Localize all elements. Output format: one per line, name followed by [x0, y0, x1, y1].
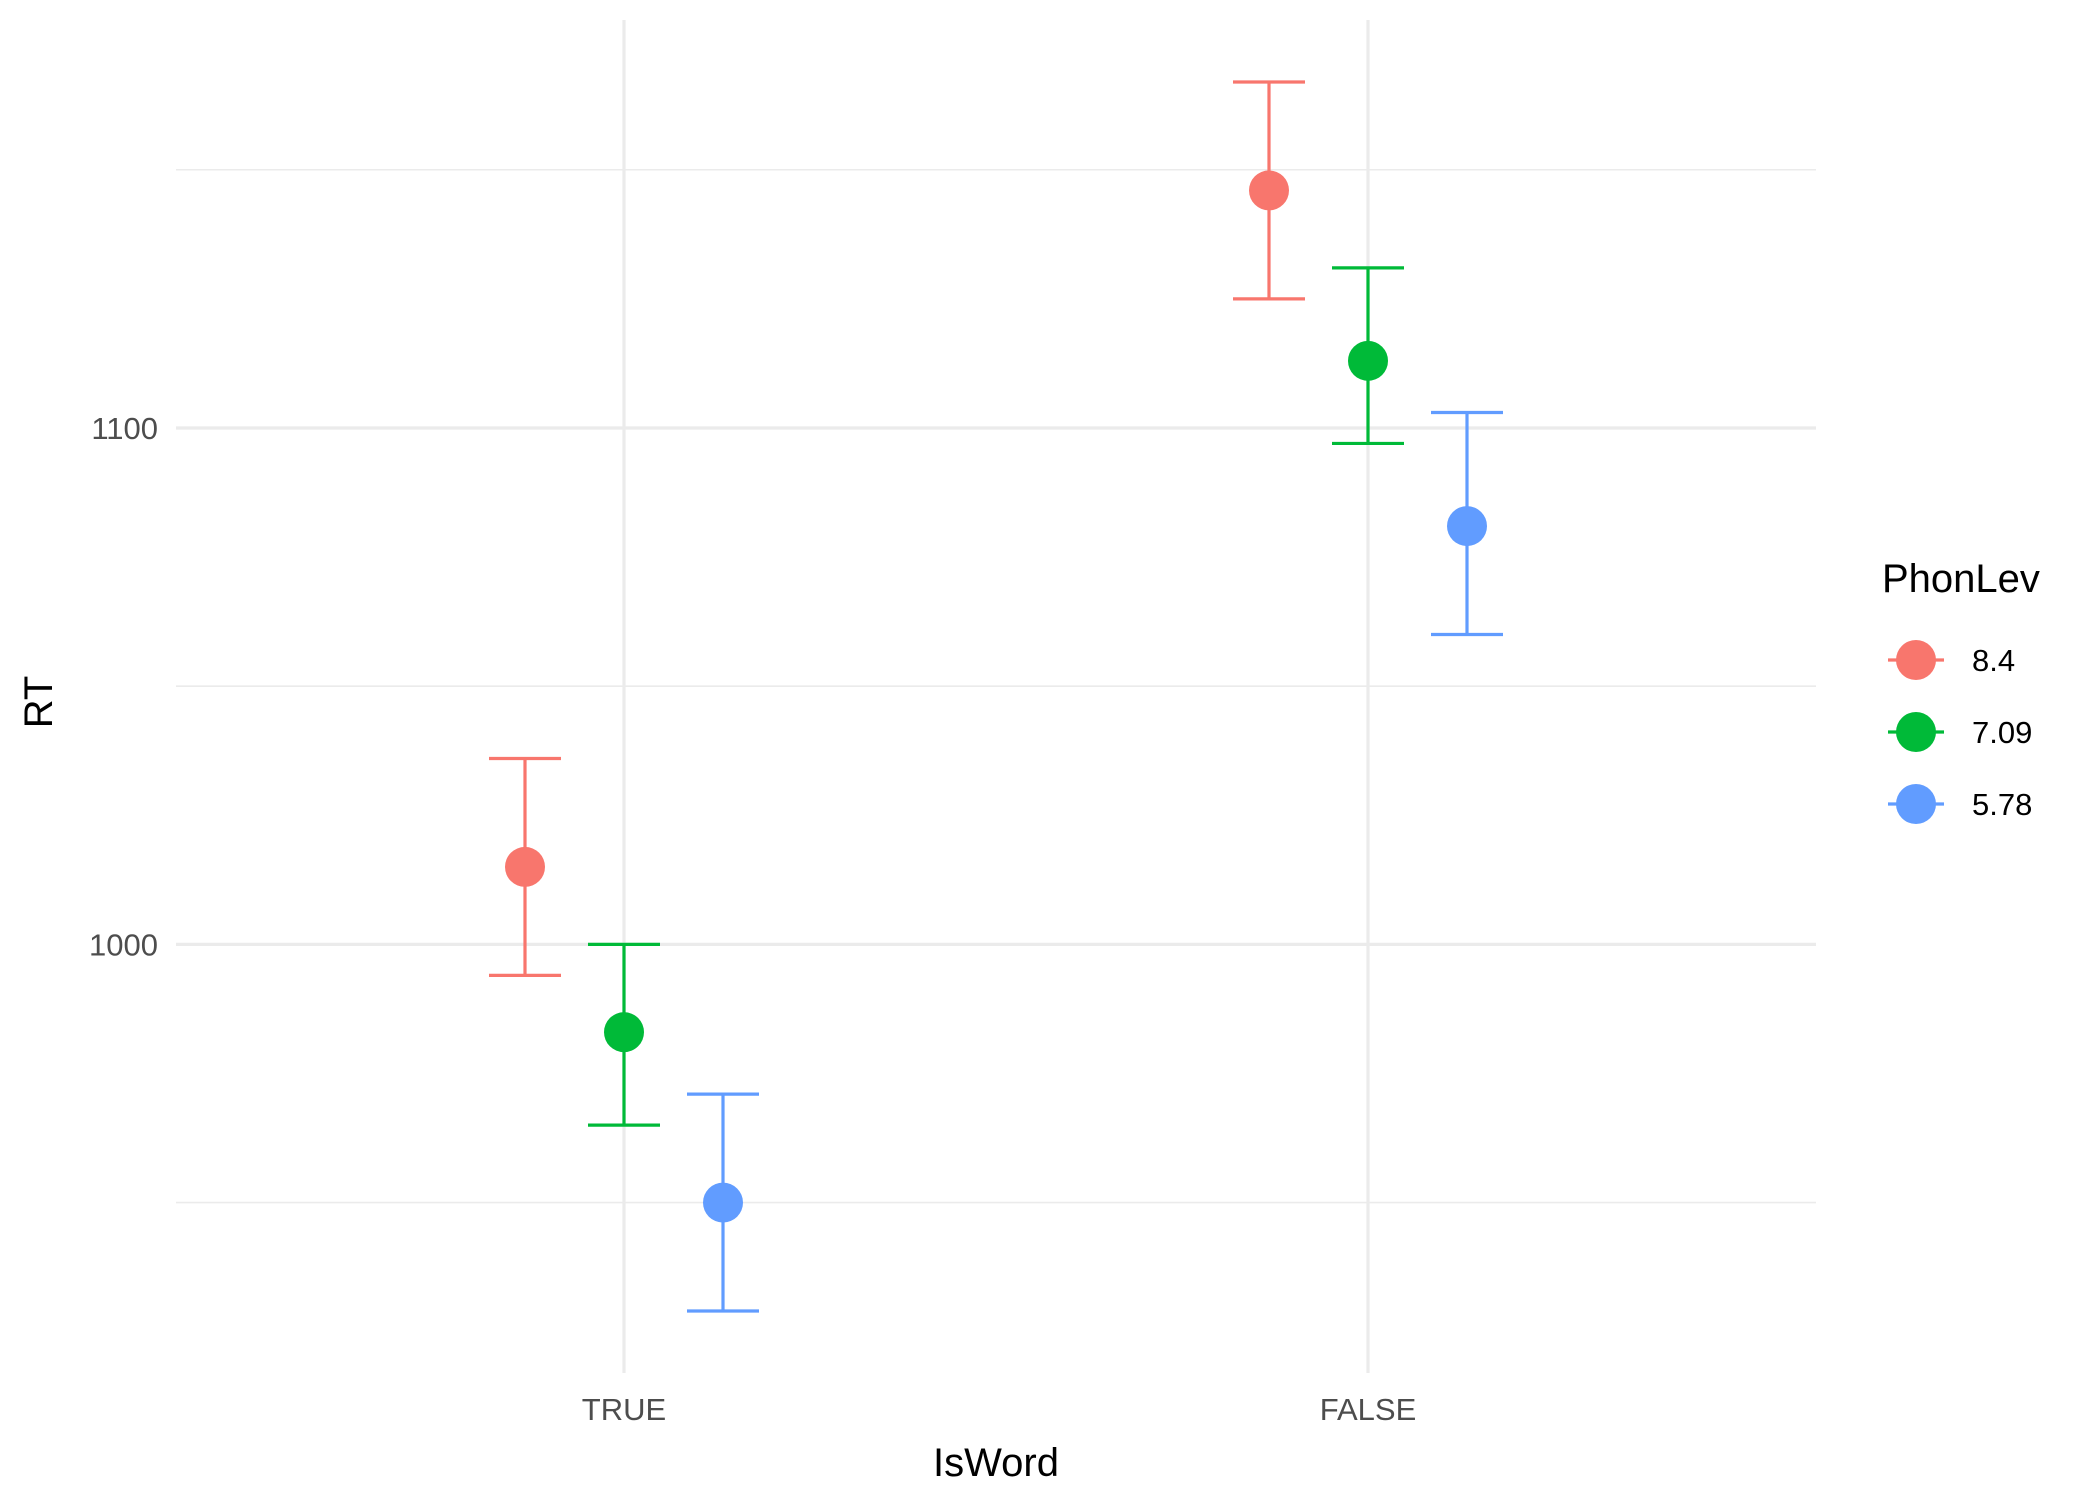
legend-key-point	[1896, 712, 1936, 752]
data-point	[1249, 170, 1289, 211]
legend: PhonLev 8.4 7.09 5.78	[1882, 557, 2040, 824]
legend-item: 5.78	[1888, 784, 2032, 824]
y-tick-label: 1000	[89, 927, 158, 962]
legend-label: 5.78	[1972, 787, 2032, 822]
data-point	[1447, 506, 1487, 547]
y-axis-title: RT	[17, 676, 61, 729]
x-axis: TRUE FALSE	[582, 1392, 1416, 1427]
y-tick-label: 1100	[91, 411, 158, 446]
legend-key-point	[1896, 784, 1936, 824]
legend-label: 8.4	[1972, 643, 2015, 678]
data-point	[703, 1182, 743, 1223]
plot-marks	[489, 80, 1503, 1313]
legend-key-point	[1896, 640, 1936, 680]
grid	[176, 20, 1816, 1373]
x-axis-title: IsWord	[933, 1441, 1059, 1485]
x-tick-label: FALSE	[1320, 1392, 1417, 1427]
legend-label: 7.09	[1972, 715, 2032, 750]
y-axis: 1000 1100	[89, 411, 158, 962]
legend-item: 8.4	[1888, 640, 2015, 680]
data-point	[604, 1012, 644, 1053]
data-point	[505, 846, 545, 887]
legend-title: PhonLev	[1882, 557, 2040, 601]
legend-item: 7.09	[1888, 712, 2032, 752]
x-tick-label: TRUE	[582, 1392, 666, 1427]
data-point	[1348, 340, 1388, 381]
